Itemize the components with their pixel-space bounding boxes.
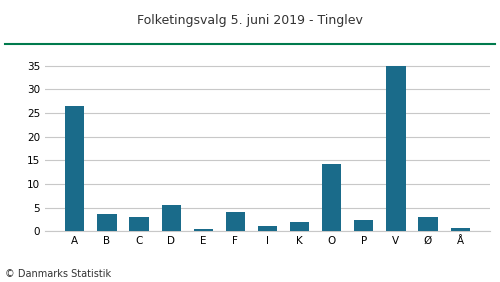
Bar xyxy=(98,214,116,231)
Bar xyxy=(322,164,342,231)
Bar xyxy=(194,229,213,231)
Text: Folketingsvalg 5. juni 2019 - Tinglev: Folketingsvalg 5. juni 2019 - Tinglev xyxy=(137,14,363,27)
Text: © Danmarks Statistik: © Danmarks Statistik xyxy=(5,269,111,279)
Bar xyxy=(386,66,406,231)
Bar xyxy=(65,106,84,231)
Bar xyxy=(258,226,277,231)
Bar xyxy=(450,228,470,231)
Bar xyxy=(354,220,374,231)
Bar xyxy=(226,212,245,231)
Bar xyxy=(162,205,181,231)
Bar xyxy=(290,222,309,231)
Bar xyxy=(130,217,148,231)
Bar xyxy=(418,217,438,231)
